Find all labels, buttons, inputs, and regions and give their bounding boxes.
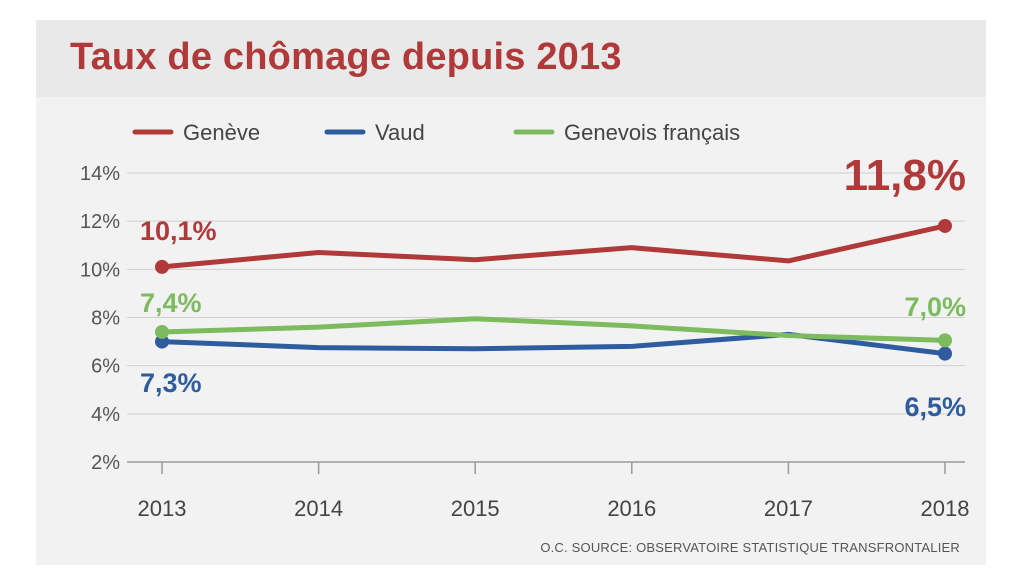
- x-tick-label: 2014: [294, 496, 343, 521]
- data-point: [938, 346, 952, 361]
- chart-card: Taux de chômage depuis 2013 O.C. SOURCE:…: [36, 20, 986, 565]
- end-value-label: 6,5%: [904, 392, 966, 422]
- series-line: [159, 223, 948, 270]
- start-value-label: 7,3%: [140, 368, 202, 398]
- legend-label: Vaud: [375, 120, 425, 145]
- y-tick-label: 2%: [91, 452, 120, 474]
- data-point: [938, 218, 952, 233]
- x-tick-label: 2017: [764, 496, 813, 521]
- x-tick-label: 2013: [138, 496, 187, 521]
- end-value-label: 11,8%: [844, 151, 966, 200]
- legend-label: Genevois français: [564, 120, 740, 145]
- end-value-label: 7,0%: [904, 292, 966, 322]
- y-tick-label: 14%: [80, 163, 120, 185]
- y-axis-ticks: 2% 4% 6% 8% 10% 12% 14%: [80, 163, 120, 474]
- data-point: [155, 324, 169, 339]
- data-point: [155, 259, 169, 274]
- y-tick-label: 4%: [91, 404, 120, 426]
- start-value-label: 7,4%: [140, 288, 202, 318]
- series-lines: [155, 218, 952, 361]
- x-axis: 2013 2014 2015 2016 2017 2018: [138, 462, 970, 521]
- x-tick-label: 2015: [451, 496, 500, 521]
- start-value-label: 10,1%: [140, 216, 217, 246]
- y-tick-label: 8%: [91, 308, 120, 330]
- grid-lines: [127, 172, 965, 463]
- y-tick-label: 6%: [91, 356, 120, 378]
- x-tick-label: 2018: [921, 496, 970, 521]
- data-point: [938, 333, 952, 348]
- series-line: [159, 316, 948, 343]
- data-point: [155, 334, 169, 349]
- legend: Genève Vaud Genevois français: [132, 120, 740, 145]
- value-labels: 10,1% 11,8% 7,3% 6,5% 7,4% 7,0%: [140, 151, 966, 422]
- legend-label: Genève: [183, 120, 260, 145]
- x-tick-label: 2016: [607, 496, 656, 521]
- title-band: [36, 20, 986, 97]
- chart-title: Taux de chômage depuis 2013: [70, 36, 622, 78]
- y-tick-label: 10%: [80, 259, 120, 281]
- source-note: O.C. SOURCE: OBSERVATOIRE STATISTIQUE TR…: [540, 540, 960, 555]
- y-tick-label: 12%: [80, 211, 120, 233]
